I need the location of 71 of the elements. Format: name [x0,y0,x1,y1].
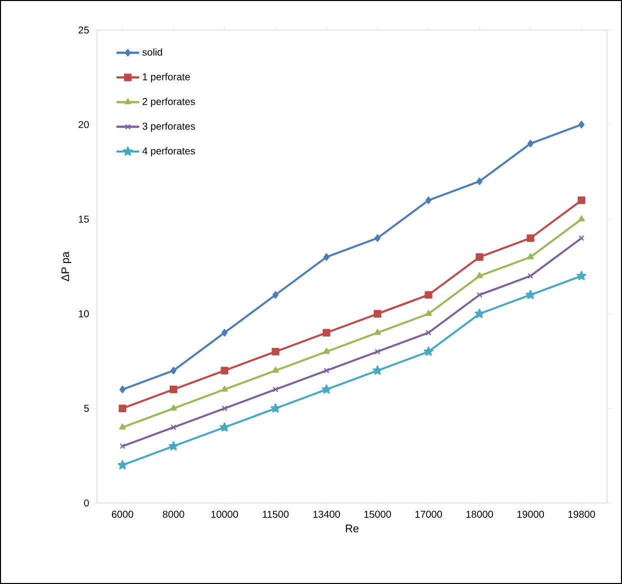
x-tick-label: 17000 [415,510,442,518]
point [474,308,484,318]
point [374,234,381,242]
point [576,270,586,280]
point [168,441,178,450]
point [118,404,126,412]
point [476,272,483,278]
point [526,290,536,300]
point [324,368,330,374]
point [425,310,432,316]
x-tick-label: 11500 [262,510,289,518]
point [424,291,432,299]
x-tick-label: 13400 [313,510,340,518]
x-tick-label: 18000 [466,510,493,518]
point [578,120,585,128]
legend-label: 2 perforates [142,98,195,108]
point [372,365,382,375]
legend-label: 3 perforates [142,122,195,132]
point [270,403,280,413]
point [221,386,228,392]
legend-label: solid [142,48,162,56]
point [324,253,330,261]
point [476,292,482,298]
point [424,346,434,356]
x-tick-label: 15000 [364,510,391,518]
point [170,386,178,394]
x-tick-label: 6000 [112,510,134,518]
x-tick-label: 19800 [568,510,595,518]
y-tick-label: 25 [78,26,89,34]
point [120,386,126,394]
point [476,178,483,186]
point [220,366,228,374]
y-tick-label: 10 [78,310,89,318]
point [322,384,332,394]
y-tick-label: 20 [78,121,89,128]
point [374,348,380,354]
point [476,253,484,261]
point [118,460,128,470]
point [578,196,586,204]
point [526,234,534,242]
point [119,424,126,430]
point [426,330,432,336]
legend-label: 1 perforate [142,73,190,82]
point [426,196,432,204]
y-axis-title: ΔP pa [62,252,72,282]
point [272,291,279,299]
point [374,328,381,335]
point [527,253,534,260]
point [528,273,534,279]
point [272,348,280,356]
y-tick-label: 0 [84,499,89,507]
point [272,366,279,373]
x-tick-label: 10000 [211,510,238,518]
x-tick-label: 19000 [517,510,544,518]
point [322,328,330,337]
point [374,310,382,318]
point [272,386,278,392]
x-tick-label: 8000 [162,510,184,518]
y-tick-label: 5 [84,404,89,412]
point [170,404,177,411]
point [222,328,228,337]
legend-label: 4 perforates [142,147,195,156]
point [222,406,228,412]
point [323,348,330,354]
point [170,424,176,430]
x-axis-title: Re [346,524,359,532]
point [578,215,585,222]
point [220,422,230,432]
y-tick-label: 15 [78,216,89,223]
point [170,366,176,374]
point [528,140,534,148]
